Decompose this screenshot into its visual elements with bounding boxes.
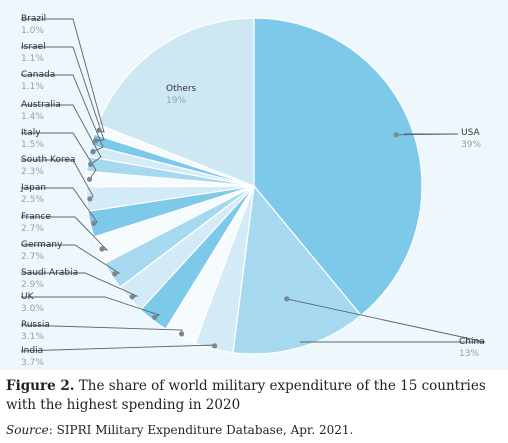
leader-dot-russia <box>179 331 185 337</box>
leader-line-usa <box>396 133 459 136</box>
slice-label-australia: Australia <box>21 100 61 110</box>
chart-panel: USA 39% China 13% India 3.7% Russia 3.1% UK 3.0% S… <box>0 0 508 370</box>
slice-value-italy: 1.5% <box>21 140 44 150</box>
slice-value-russia: 3.1% <box>21 332 44 342</box>
leader-dot-brazil <box>96 127 102 133</box>
pie-chart: USA 39% China 13% India 3.7% Russia 3.1% UK 3.0% S… <box>20 14 486 368</box>
figure-label: Figure 2. <box>6 378 75 394</box>
leader-dot-germany <box>112 271 118 277</box>
leader-dot-china <box>284 296 290 302</box>
slice-value-usa: 39% <box>461 140 481 150</box>
slice-label-italy: Italy <box>21 128 41 138</box>
slice-value-saudi-arabia: 2.9% <box>21 280 44 290</box>
caption-text: The share of world military expenditure … <box>6 378 486 413</box>
slice-value-brazil: 1.0% <box>21 26 44 36</box>
slice-label-japan: Japan <box>20 183 46 193</box>
slice-value-india: 3.7% <box>21 358 44 368</box>
leader-dot-uk <box>152 314 158 320</box>
slice-value-south-korea: 2.3% <box>21 167 44 177</box>
pie-slice-others <box>97 17 255 187</box>
slice-label-saudi-arabia: Saudi Arabia <box>21 268 78 278</box>
leader-dot-usa <box>393 132 399 138</box>
slice-label-israel: Israel <box>21 42 46 52</box>
source-text: : SIPRI Military Expenditure Database, A… <box>48 423 354 437</box>
slice-value-australia: 1.4% <box>21 112 44 122</box>
slice-label-france: France <box>21 212 51 222</box>
leader-dot-saudi-arabia <box>129 294 135 300</box>
leader-dot-japan <box>91 220 97 226</box>
slice-value-israel: 1.1% <box>21 54 44 64</box>
slice-label-uk: UK <box>21 292 35 302</box>
source-label: Source <box>6 423 49 437</box>
leader-line-italy <box>21 132 97 180</box>
leader-dot-italy <box>86 176 93 182</box>
figure-caption: Figure 2. The share of world military ex… <box>6 377 502 415</box>
slice-label-south-korea: South Korea <box>21 155 76 165</box>
slice-value-china: 13% <box>459 349 479 359</box>
pie-slice-china <box>232 184 362 355</box>
leader-line-brazil <box>21 18 105 133</box>
slice-value-uk: 3.0% <box>21 304 44 314</box>
slice-label-brazil: Brazil <box>21 14 46 24</box>
slice-label-others: Others <box>166 84 197 94</box>
leader-line-china <box>286 298 486 343</box>
leader-line-israel <box>21 46 105 142</box>
slice-value-japan: 2.5% <box>21 195 44 205</box>
leader-dot-canada <box>90 149 96 155</box>
leader-dot-india <box>212 343 218 349</box>
leader-dot-israel <box>93 138 99 144</box>
leader-line-canada <box>21 74 104 153</box>
leader-line-south-korea <box>21 159 94 200</box>
slice-label-canada: Canada <box>21 70 55 80</box>
slice-label-india: India <box>21 346 43 356</box>
leader-dot-australia <box>88 161 94 167</box>
leader-dot-france <box>99 246 105 252</box>
slice-label-usa: USA <box>461 128 480 138</box>
pie-slice-usa <box>253 17 423 317</box>
leader-dot-south-korea <box>87 196 93 202</box>
slice-label-russia: Russia <box>21 320 50 330</box>
source-note: Source: SIPRI Military Expenditure Datab… <box>6 423 502 437</box>
slice-value-canada: 1.1% <box>21 82 44 92</box>
slice-label-china: China <box>459 337 485 347</box>
slice-value-others: 19% <box>166 96 186 106</box>
slice-value-germany: 2.7% <box>21 252 44 262</box>
slice-label-germany: Germany <box>21 240 63 250</box>
leader-line-australia <box>21 104 102 165</box>
leader-line-india <box>20 344 216 352</box>
slice-value-france: 2.7% <box>21 224 44 234</box>
